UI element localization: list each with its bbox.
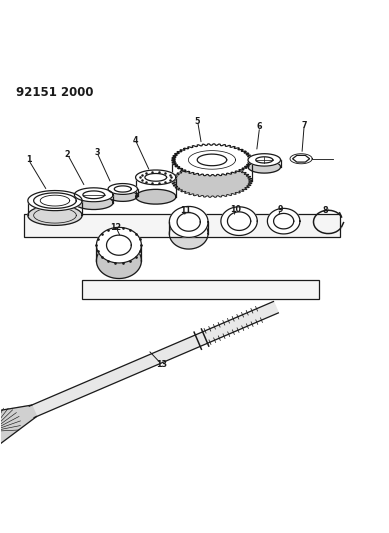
Text: 4: 4 (133, 136, 138, 145)
Text: 2: 2 (65, 150, 70, 159)
Text: 13: 13 (156, 360, 167, 369)
Polygon shape (248, 160, 280, 173)
Polygon shape (82, 280, 319, 300)
Text: 5: 5 (195, 117, 200, 126)
Polygon shape (108, 190, 138, 201)
Polygon shape (29, 302, 279, 417)
Polygon shape (28, 205, 82, 225)
Polygon shape (96, 243, 141, 279)
Polygon shape (172, 165, 252, 197)
Polygon shape (136, 189, 176, 204)
Polygon shape (74, 188, 113, 202)
Polygon shape (172, 144, 252, 176)
Polygon shape (24, 214, 340, 237)
Text: 3: 3 (94, 148, 100, 157)
Text: 8: 8 (323, 206, 328, 215)
Polygon shape (221, 207, 257, 236)
Polygon shape (169, 206, 208, 237)
Text: 92151 2000: 92151 2000 (16, 86, 94, 99)
Polygon shape (28, 190, 82, 211)
Polygon shape (267, 208, 300, 234)
Polygon shape (136, 170, 176, 185)
Text: 12: 12 (110, 223, 122, 232)
Polygon shape (96, 228, 141, 263)
Text: 7: 7 (301, 120, 307, 130)
Text: 1: 1 (26, 156, 32, 164)
Text: 9: 9 (278, 205, 283, 214)
Text: 6: 6 (257, 123, 262, 132)
Polygon shape (293, 156, 310, 162)
Polygon shape (108, 183, 138, 195)
Polygon shape (248, 154, 280, 166)
Text: 10: 10 (230, 205, 242, 214)
Text: 11: 11 (180, 206, 191, 215)
Polygon shape (74, 196, 113, 209)
Polygon shape (169, 218, 208, 249)
Polygon shape (0, 405, 37, 455)
